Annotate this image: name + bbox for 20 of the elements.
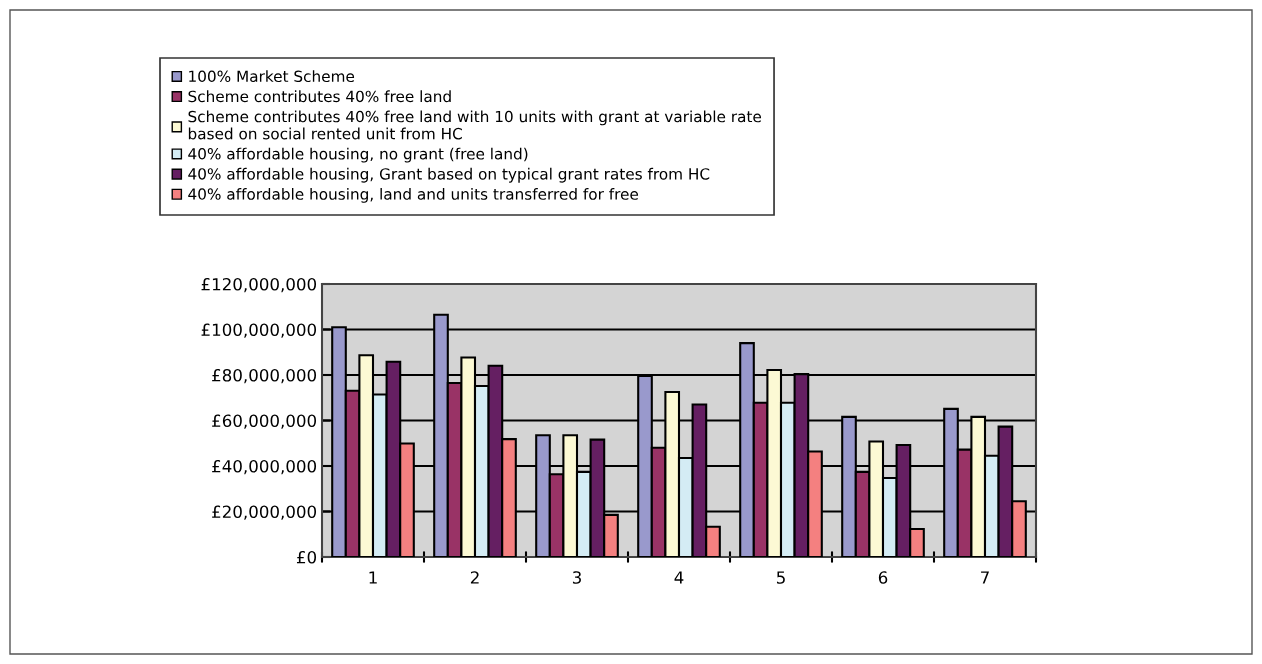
legend-label: 40% affordable housing, land and units transferred for free [188,188,639,203]
y-tick-label: £80,000,000 [212,368,317,384]
y-tick-label: £120,000,000 [201,277,317,293]
legend-label: 40% affordable housing, Grant based on typical grant rates from HC [188,167,710,183]
x-tick-label: 4 [674,571,684,584]
y-tick-label: £40,000,000 [212,459,317,475]
legend-label: 100% Market Scheme [189,70,355,83]
legend-label: Scheme contributes 40% free land [188,90,451,103]
legend-label: 40% affordable housing, no grant (free land) [188,147,528,163]
y-tick-label: £100,000,000 [201,323,317,338]
x-tick-label: 2 [470,571,479,584]
x-tick-label: 5 [776,571,785,584]
x-tick-label: 6 [878,571,888,584]
x-tick-label: 3 [572,571,581,584]
y-tick-label: £0 [296,550,317,564]
x-tick-label: 7 [981,571,989,584]
legend-label: Scheme contributes 40% free land with 10 units with grant at variable rate based on social rented unit from HC [188,110,762,140]
y-tick-label: £60,000,000 [212,414,317,429]
x-tick-label: 1 [369,571,377,584]
y-tick-label: £20,000,000 [212,505,317,520]
